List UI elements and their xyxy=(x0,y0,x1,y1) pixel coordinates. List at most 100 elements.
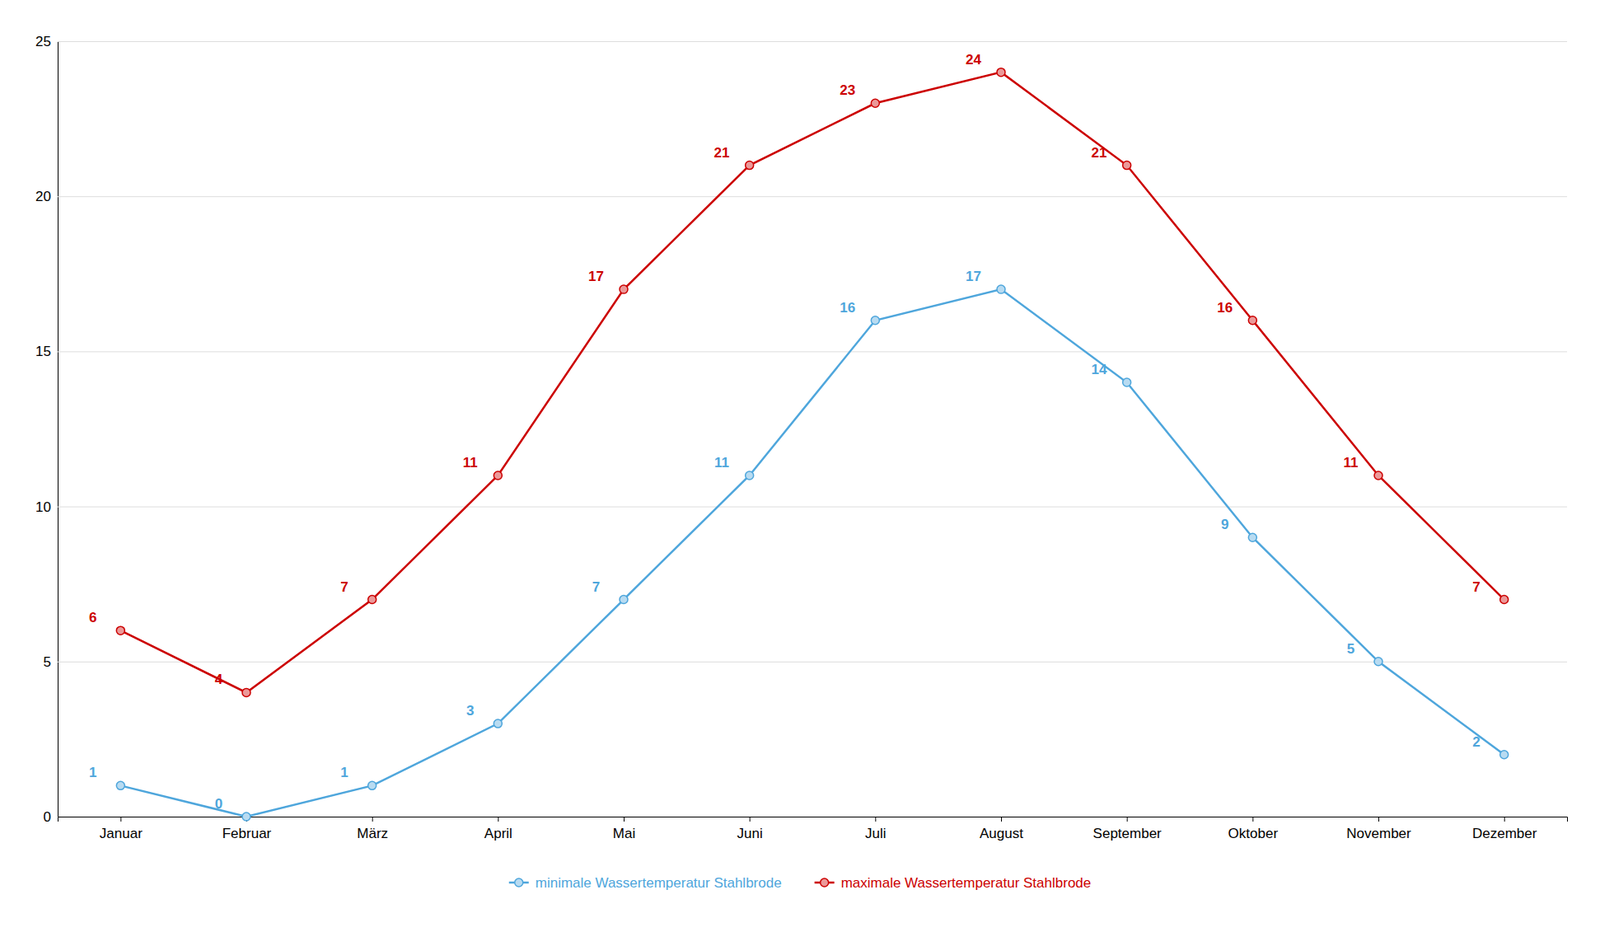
tick-mark xyxy=(1001,816,1002,822)
tick: November xyxy=(1346,816,1412,842)
data-label: 17 xyxy=(965,268,982,285)
marker xyxy=(870,98,880,108)
data-label: 3 xyxy=(466,702,474,719)
line xyxy=(120,289,1504,817)
legend-marker xyxy=(820,878,829,887)
marker xyxy=(493,471,502,480)
marker xyxy=(242,812,251,821)
tick-label: März xyxy=(356,825,389,842)
data-label: 4 xyxy=(215,671,224,688)
marker xyxy=(116,781,125,790)
tick: 20 xyxy=(35,188,1568,205)
tick-label: Januar xyxy=(99,825,143,842)
data-label: 17 xyxy=(588,268,604,285)
y-axis: 0510152025 xyxy=(35,33,1568,825)
marker xyxy=(619,595,628,604)
marker xyxy=(619,285,628,294)
marker xyxy=(1122,378,1132,387)
tick-label: November xyxy=(1346,825,1412,842)
legend-label: maximale Wassertemperatur Stahlbrode xyxy=(841,874,1092,891)
tick: 15 xyxy=(35,343,1568,360)
data-label: 21 xyxy=(714,145,730,161)
tick-label: 25 xyxy=(35,33,52,50)
axis-line xyxy=(58,42,1568,818)
marker xyxy=(493,719,502,728)
data-label: 7 xyxy=(592,579,600,595)
marker xyxy=(1374,657,1383,666)
tick: April xyxy=(484,816,513,842)
x-axis: Januar Februar März April Mai Juni Juli August S… xyxy=(58,816,1568,842)
line xyxy=(120,72,1504,693)
tick-label: Juli xyxy=(865,825,887,842)
tick: 10 xyxy=(35,499,1568,515)
grid-line xyxy=(57,506,1568,508)
legend: minimale Wassertemperatur Stahlbrode maxi… xyxy=(509,874,1092,891)
marker xyxy=(1122,161,1132,170)
tick-label: September xyxy=(1093,825,1162,842)
tick: Juni xyxy=(737,816,763,842)
tick-mark xyxy=(874,816,876,822)
grid-line xyxy=(57,41,1568,43)
axis-line xyxy=(58,817,1568,823)
tick-mark xyxy=(749,816,751,822)
marker xyxy=(745,161,754,170)
plot: 0510152025JanuarFebruarMärzAprilMaiJuniJ… xyxy=(35,33,1568,842)
marker xyxy=(1248,316,1257,325)
marker xyxy=(242,687,251,697)
data-label: 6 xyxy=(88,609,97,626)
data-label: 16 xyxy=(839,299,856,316)
data-label: 1 xyxy=(88,764,97,781)
tick: August xyxy=(979,816,1024,842)
marker xyxy=(996,68,1006,77)
tick: Mai xyxy=(612,816,636,842)
data-label: 9 xyxy=(1221,516,1229,533)
data-label: 1 xyxy=(340,764,348,781)
marker xyxy=(368,595,377,604)
legend-item: minimale Wassertemperatur Stahlbrode xyxy=(509,874,782,891)
tick: 0 xyxy=(43,809,1568,825)
tick-label: Februar xyxy=(222,825,272,842)
data-label: 24 xyxy=(965,51,982,68)
tick-label: Oktober xyxy=(1228,825,1279,842)
tick: Oktober xyxy=(1228,816,1279,842)
data-label: 11 xyxy=(1342,454,1358,471)
tick: Dezember xyxy=(1472,816,1538,842)
data-label: 11 xyxy=(463,454,478,471)
data-label: 14 xyxy=(1091,361,1108,378)
tick: März xyxy=(356,816,389,842)
tick: Juli xyxy=(865,816,887,842)
tick: 25 xyxy=(35,33,1568,50)
grid-line xyxy=(57,661,1568,663)
chart: 0510152025JanuarFebruarMärzAprilMaiJuniJ… xyxy=(0,0,1600,932)
data-label: 2 xyxy=(1472,734,1480,750)
tick-mark xyxy=(1252,816,1254,822)
tick: Januar xyxy=(99,816,143,842)
data-label: 0 xyxy=(215,795,223,812)
tick-label: Mai xyxy=(612,825,636,842)
tick-label: Dezember xyxy=(1472,825,1538,842)
tick-mark xyxy=(1127,816,1128,822)
tick-mark xyxy=(120,816,122,822)
tick-label: 15 xyxy=(35,343,52,360)
data-label: 16 xyxy=(1216,299,1233,316)
data-labels: 101371116171495264711172123242116117 xyxy=(88,51,1481,812)
legend-marker xyxy=(514,878,524,887)
marker xyxy=(1500,595,1509,604)
tick-label: 0 xyxy=(43,809,52,825)
marker xyxy=(745,471,754,480)
legend-item: maximale Wassertemperatur Stahlbrode xyxy=(814,874,1092,891)
grid-line xyxy=(57,350,1568,352)
tick-mark xyxy=(372,816,374,822)
marker xyxy=(368,781,377,790)
tick-mark xyxy=(497,816,499,822)
data-label: 21 xyxy=(1091,145,1108,161)
data-label: 11 xyxy=(714,454,730,471)
data-label: 7 xyxy=(340,579,348,595)
marker xyxy=(870,316,880,325)
tick-mark xyxy=(1378,816,1380,822)
marker xyxy=(1500,750,1509,759)
tick-label: 10 xyxy=(35,499,52,515)
marker xyxy=(996,285,1006,294)
tick-label: August xyxy=(979,825,1024,842)
tick-mark xyxy=(623,816,625,822)
